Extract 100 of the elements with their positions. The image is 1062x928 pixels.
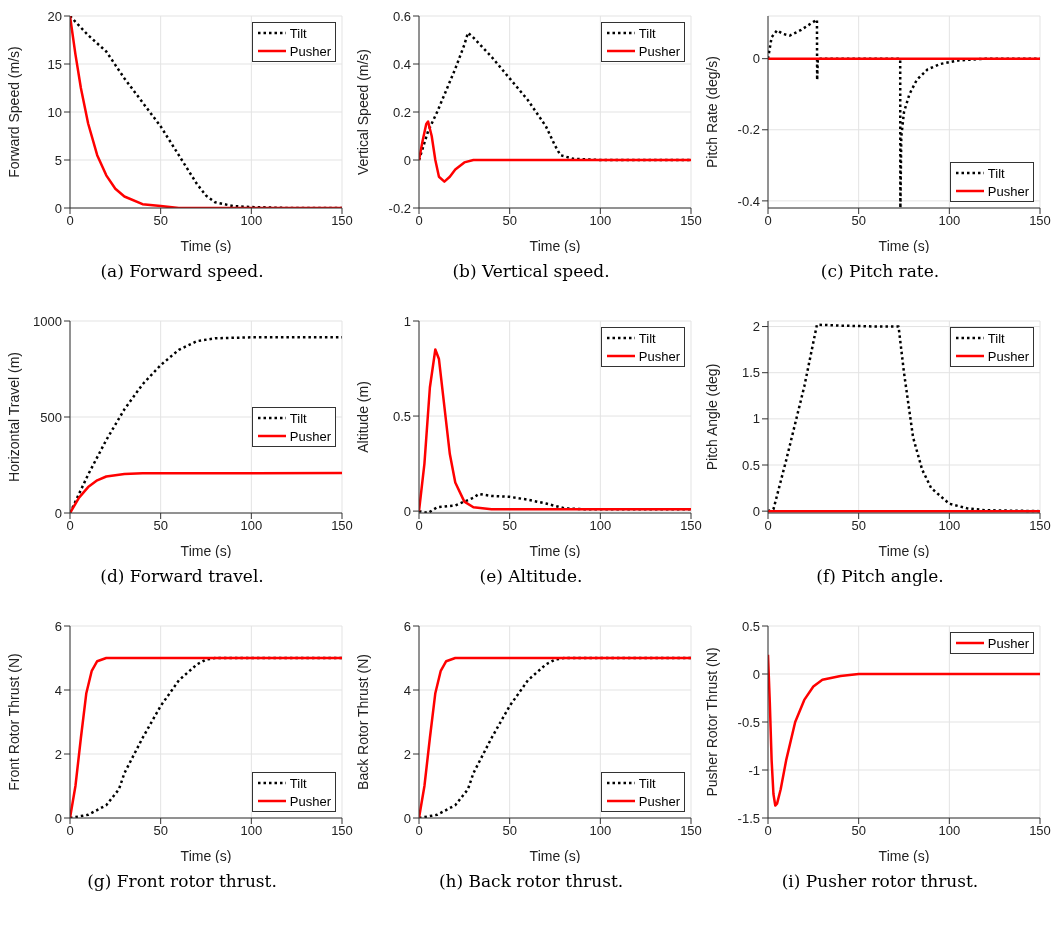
x-tick-label: 150 [1029,823,1051,839]
x-tick-label: 50 [153,213,168,229]
text: (i) Pusher rotor thrust. [780,870,980,893]
y-tick-label: -0.2 [737,122,760,138]
x-tick-label: 50 [153,518,168,534]
x-tick-label: 150 [680,518,702,534]
y-axis-title: Pusher Rotor Thrust (N) [703,647,720,797]
x-tick-label: 0 [66,823,74,839]
legend-label: Pusher [638,43,680,59]
legend-label: Pusher [987,183,1029,199]
x-tick-label: 0 [764,213,772,229]
x-axis-title: Time (s) [529,848,581,864]
y-tick-label: 0 [403,152,411,168]
x-axis-title: Time (s) [180,238,232,254]
x-tick-label: 100 [240,518,263,534]
legend-label: Tilt [638,330,656,346]
x-tick-label: 50 [851,213,866,229]
y-tick-label: 5 [54,152,62,168]
y-tick-label: 0 [54,505,62,521]
y-tick-label: 4 [54,682,62,698]
x-tick-label: 50 [153,823,168,839]
x-tick-label: 100 [938,823,961,839]
x-tick-label: 150 [1029,518,1051,534]
x-tick-label: 150 [331,213,353,229]
y-axis-title: Altitude (m) [354,381,371,453]
x-axis-title: Time (s) [529,543,581,559]
legend-label: Pusher [638,793,680,809]
y-axis-title: Pitch Angle (deg) [703,363,720,471]
y-tick-label: 0 [403,810,411,826]
y-tick-label: 0.5 [741,457,760,473]
x-tick-label: 0 [66,213,74,229]
x-tick-label: 0 [415,518,423,534]
y-tick-label: -1.5 [737,810,760,826]
legend-label: Pusher [987,348,1029,364]
text: (g) Front rotor thrust. [86,870,278,893]
text: (c) Pitch rate. [819,260,941,283]
y-tick-label: 0 [54,200,62,216]
legend-label: Tilt [289,775,307,791]
x-tick-label: 0 [764,518,772,534]
y-tick-label: 0.4 [392,56,411,72]
x-tick-label: 100 [240,823,263,839]
y-tick-label: 4 [403,682,411,698]
y-tick-label: 1.5 [741,365,760,381]
x-tick-label: 100 [938,213,961,229]
legend-label: Pusher [289,428,331,444]
y-tick-label: 2 [752,319,760,335]
y-axis-title: Horizontal Travel (m) [5,352,22,482]
x-tick-label: 0 [415,823,423,839]
x-tick-label: 150 [680,823,702,839]
y-axis-title: Back Rotor Thrust (N) [354,654,371,790]
text: (d) Forward travel. [99,565,265,588]
legend-label: Tilt [289,410,307,426]
legend-label: Tilt [638,775,656,791]
y-tick-label: 1 [403,313,411,329]
x-tick-label: 100 [240,213,263,229]
legend-label: Pusher [289,793,331,809]
line-series [419,120,691,183]
y-tick-label: 6 [54,618,62,634]
y-tick-label: 0.5 [392,408,411,424]
x-axis-title: Time (s) [529,238,581,254]
x-tick-label: 100 [589,823,612,839]
x-axis-title: Time (s) [180,848,232,864]
x-tick-label: 0 [66,518,74,534]
text: (e) Altitude. [478,565,584,588]
y-tick-label: -0.4 [737,193,760,209]
x-tick-label: 50 [851,518,866,534]
x-tick-label: 50 [502,823,517,839]
y-tick-label: 2 [403,746,411,762]
x-tick-label: 100 [589,518,612,534]
y-tick-label: 0 [54,810,62,826]
y-tick-label: -0.2 [388,200,411,216]
x-tick-label: 50 [502,518,517,534]
y-tick-label: 1000 [33,313,62,329]
y-tick-label: 0 [403,503,411,519]
x-tick-label: 50 [851,823,866,839]
y-tick-label: 1 [752,411,760,427]
x-tick-label: 150 [331,823,353,839]
y-axis-title: Pitch Rate (deg/s) [703,55,720,169]
y-axis-title: Vertical Speed (m/s) [354,48,371,176]
y-tick-label: 0.6 [392,8,411,24]
legend-label: Tilt [638,25,656,41]
y-tick-label: 0 [752,666,760,682]
y-tick-label: 15 [47,56,62,72]
x-axis-title: Time (s) [878,848,930,864]
x-tick-label: 0 [764,823,772,839]
x-tick-label: 0 [415,213,423,229]
y-axis-title: Front Rotor Thrust (N) [5,653,22,791]
text: (b) Vertical speed. [451,260,611,283]
y-tick-label: -0.5 [737,714,760,730]
y-tick-label: 10 [47,104,62,120]
x-axis-title: Time (s) [878,543,930,559]
x-tick-label: 100 [589,213,612,229]
text: (a) Forward speed. [99,260,265,283]
x-tick-label: 50 [502,213,517,229]
legend-label: Tilt [289,25,307,41]
y-tick-label: 2 [54,746,62,762]
x-tick-label: 100 [938,518,961,534]
y-tick-label: 20 [47,8,62,24]
legend-label: Pusher [638,348,680,364]
legend-label: Tilt [987,165,1005,181]
